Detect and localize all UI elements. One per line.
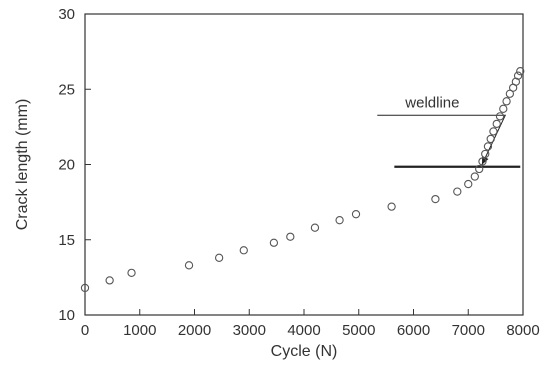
data-point [475,164,484,174]
weldline-group [377,114,521,168]
data-point [335,216,344,225]
x-tick-label: 1000 [123,322,156,339]
plot-frame-group [84,13,524,316]
data-point [286,232,295,241]
x-tick-label: 3000 [233,322,266,339]
x-tick-label: 5000 [342,322,375,339]
data-point [351,210,361,219]
data-point [499,104,508,113]
y-tick-label: 20 [58,157,75,174]
y-tick-label: 25 [58,81,75,98]
x-tick-label: 8000 [506,322,539,339]
data-point [481,149,490,159]
data-point [516,67,525,76]
x-axis-ticks: 0 1000 2000 3000 4000 5000 6000 7000 8000 [81,309,540,339]
data-point [431,194,440,204]
x-tick-label: 7000 [452,322,485,339]
data-point [513,71,523,80]
y-axis-ticks: 10 15 20 25 30 [58,6,91,324]
data-point [489,127,498,136]
data-point [453,187,462,196]
data-points [80,67,525,293]
weldline-label: weldline [404,94,459,111]
data-point [486,134,495,144]
data-point [492,119,501,129]
y-tick-label: 30 [58,6,75,23]
data-point [214,253,224,262]
x-tick-label: 4000 [287,322,320,339]
data-point [80,283,90,293]
data-point [502,97,511,106]
data-point [478,157,487,166]
y-tick-label: 15 [58,232,75,249]
weldline-leader [377,114,507,165]
x-axis-title: Cycle (N) [271,343,338,360]
data-point [269,238,279,247]
x-tick-label: 2000 [178,322,211,339]
data-point [127,268,136,278]
y-tick-label: 10 [58,307,75,324]
x-tick-label: 6000 [397,322,430,339]
data-point [239,246,248,255]
data-point [495,112,505,121]
data-point [105,276,114,285]
data-point [387,202,396,211]
y-axis-title: Crack length (mm) [14,99,31,231]
data-point [483,142,493,151]
x-tick-label: 0 [81,322,89,339]
data-point [470,172,479,181]
data-point [464,179,473,189]
data-point [310,223,320,232]
plot-frame [84,13,524,316]
data-point [184,261,194,270]
